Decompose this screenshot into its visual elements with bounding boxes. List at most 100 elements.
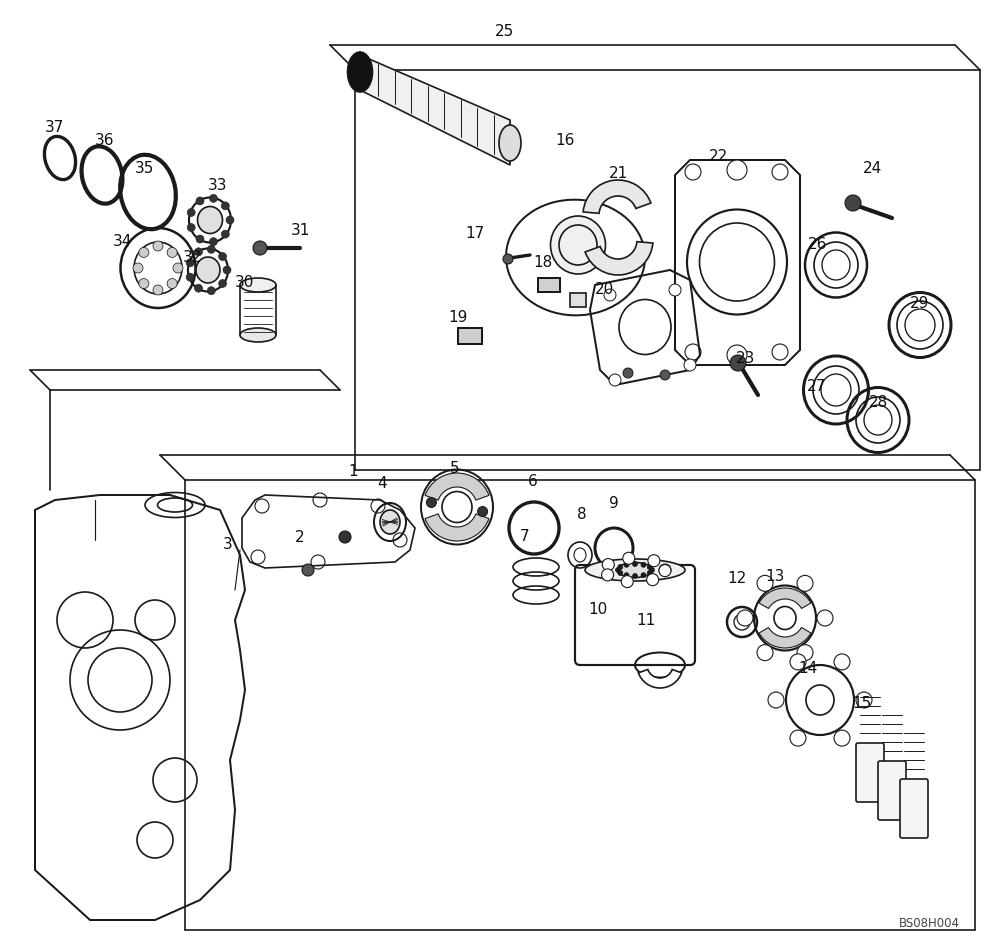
Text: BS08H004: BS08H004 [899, 917, 960, 930]
Circle shape [647, 571, 652, 575]
Circle shape [772, 164, 788, 180]
Wedge shape [425, 514, 489, 541]
Circle shape [621, 575, 633, 588]
Circle shape [623, 368, 633, 378]
Text: 4: 4 [377, 476, 387, 491]
Circle shape [194, 247, 202, 256]
Text: 16: 16 [555, 133, 575, 148]
Circle shape [139, 279, 149, 288]
Circle shape [209, 238, 217, 246]
Circle shape [186, 259, 194, 266]
FancyBboxPatch shape [900, 779, 928, 838]
Circle shape [194, 284, 202, 292]
Text: 18: 18 [533, 255, 553, 270]
FancyBboxPatch shape [856, 743, 884, 802]
Text: 8: 8 [577, 507, 587, 522]
Wedge shape [425, 473, 489, 501]
Circle shape [790, 654, 806, 670]
Bar [538, 278, 560, 292]
Wedge shape [585, 242, 653, 275]
Circle shape [647, 564, 652, 570]
Circle shape [797, 575, 813, 592]
Text: 31: 31 [290, 223, 310, 238]
Ellipse shape [499, 125, 521, 161]
Text: 2: 2 [295, 530, 305, 545]
Circle shape [685, 164, 701, 180]
Text: 12: 12 [727, 571, 747, 586]
Circle shape [730, 355, 746, 371]
Circle shape [797, 645, 813, 661]
Text: 26: 26 [808, 237, 828, 252]
Circle shape [139, 247, 149, 258]
Circle shape [133, 263, 143, 273]
Bar [570, 293, 586, 307]
Circle shape [727, 160, 747, 180]
Text: 23: 23 [736, 351, 756, 366]
Text: 32: 32 [182, 250, 202, 265]
Text: 28: 28 [868, 395, 888, 410]
Circle shape [253, 241, 267, 255]
Circle shape [768, 692, 784, 708]
Text: 24: 24 [862, 161, 882, 176]
Text: 22: 22 [708, 149, 728, 164]
Circle shape [219, 252, 227, 261]
Text: 30: 30 [235, 275, 255, 290]
Circle shape [648, 555, 660, 567]
Text: 35: 35 [135, 161, 155, 176]
Circle shape [817, 610, 833, 626]
Circle shape [153, 285, 163, 295]
Circle shape [186, 273, 194, 282]
Wedge shape [583, 180, 651, 213]
Polygon shape [360, 55, 510, 165]
Text: 1: 1 [348, 464, 358, 479]
Circle shape [772, 344, 788, 360]
Circle shape [834, 654, 850, 670]
Text: 36: 36 [95, 133, 115, 148]
Text: 5: 5 [450, 461, 460, 476]
Circle shape [187, 224, 195, 231]
Circle shape [426, 498, 436, 507]
Ellipse shape [196, 257, 220, 283]
Text: 6: 6 [528, 474, 538, 489]
Text: 25: 25 [494, 24, 514, 39]
Circle shape [221, 230, 229, 238]
Circle shape [757, 575, 773, 592]
Text: 11: 11 [636, 613, 656, 629]
Circle shape [609, 374, 621, 386]
Circle shape [618, 571, 623, 575]
Ellipse shape [585, 559, 685, 581]
Circle shape [660, 370, 670, 380]
Circle shape [153, 241, 163, 251]
Wedge shape [759, 588, 811, 609]
Wedge shape [638, 669, 682, 688]
Ellipse shape [348, 52, 372, 92]
Circle shape [167, 247, 177, 258]
Circle shape [226, 216, 234, 224]
Text: 21: 21 [608, 166, 628, 181]
Wedge shape [759, 628, 811, 648]
Text: 17: 17 [465, 226, 485, 241]
Circle shape [223, 266, 231, 274]
Circle shape [845, 195, 861, 211]
Circle shape [219, 280, 227, 287]
Ellipse shape [240, 278, 276, 292]
Circle shape [196, 235, 204, 243]
Circle shape [221, 202, 229, 210]
Circle shape [659, 565, 671, 576]
Circle shape [834, 730, 850, 746]
Ellipse shape [618, 562, 652, 577]
Text: 9: 9 [609, 496, 619, 511]
Text: 14: 14 [798, 661, 818, 676]
Circle shape [684, 359, 696, 371]
Text: 10: 10 [588, 602, 608, 617]
Circle shape [616, 568, 620, 573]
Circle shape [173, 263, 183, 273]
Text: 3: 3 [223, 537, 233, 552]
Circle shape [478, 506, 488, 517]
Circle shape [641, 562, 646, 567]
Circle shape [302, 564, 314, 576]
Circle shape [624, 562, 629, 567]
Circle shape [650, 568, 654, 573]
Circle shape [624, 573, 629, 577]
Circle shape [757, 645, 773, 661]
